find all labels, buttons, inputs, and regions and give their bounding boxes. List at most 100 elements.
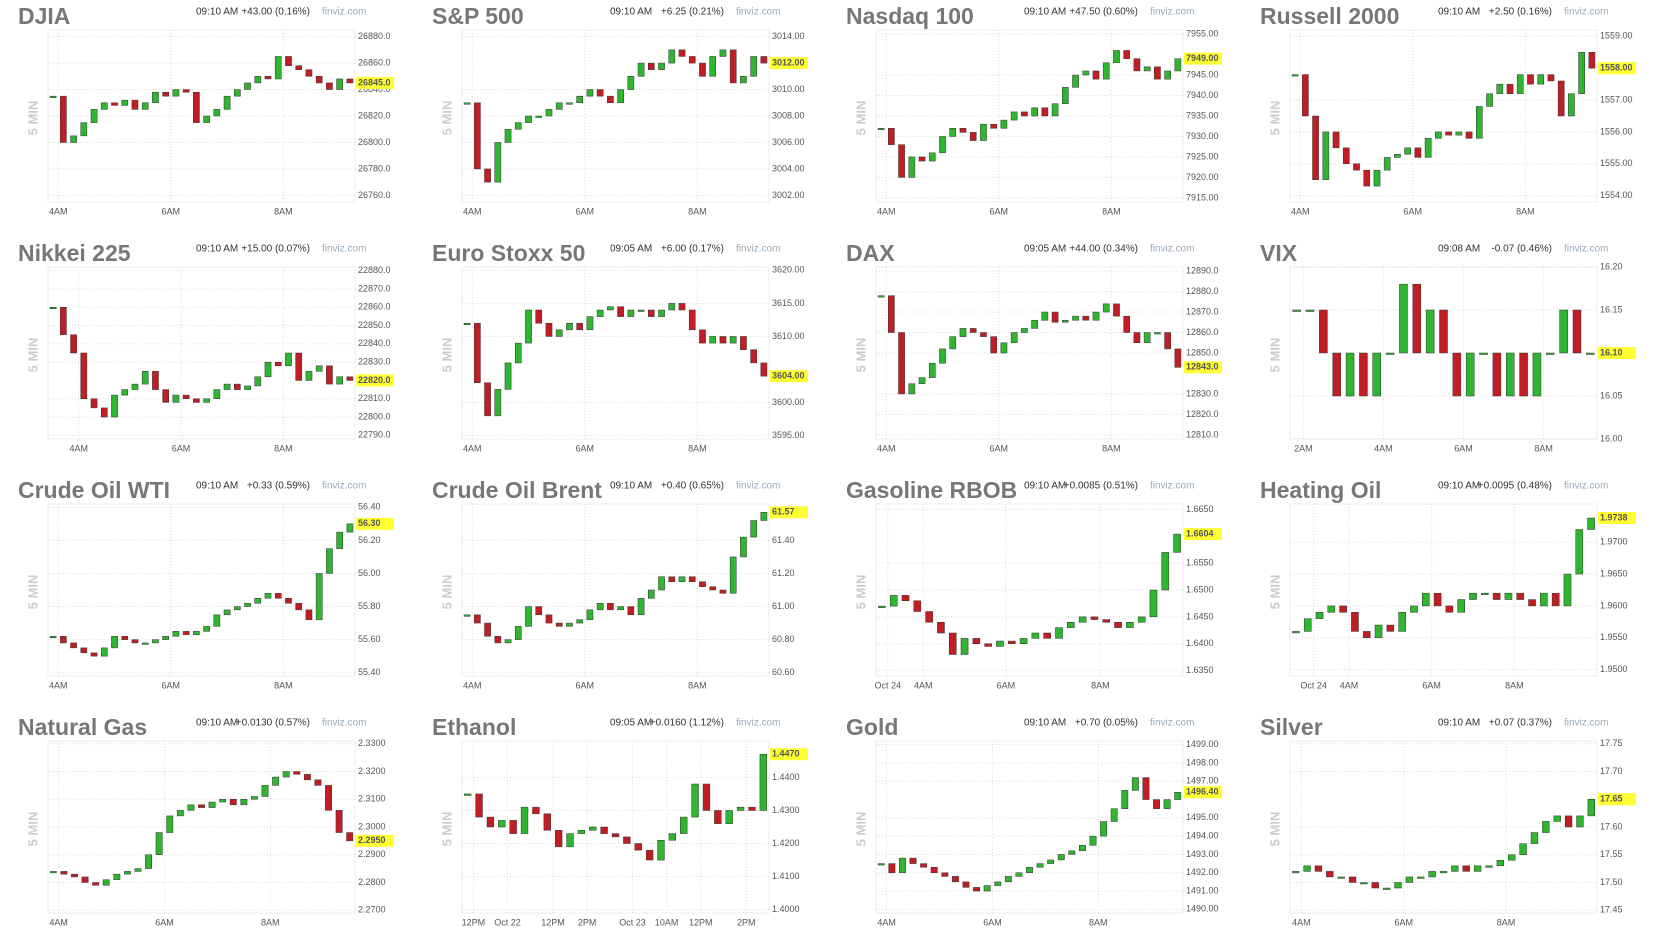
y-tick-label: 17.50 [1600,877,1623,887]
candle [1532,352,1542,397]
update-time: 09:10 AM [196,244,238,255]
y-axis-label: 5 MIN [1267,101,1282,136]
y-tick-label: 26820.0 [358,110,391,120]
candle [1424,138,1432,158]
x-tick-label: 4AM [877,443,896,453]
candle [1445,605,1454,613]
candle [729,556,737,594]
candle [1587,517,1595,530]
candle [1359,352,1368,397]
plot-area [47,503,356,677]
last-price-bg [1598,347,1636,359]
candle [545,322,553,337]
candle [969,328,977,333]
candle [1149,589,1158,618]
last-price-bg [1184,52,1222,65]
candle [657,839,665,861]
candle [939,136,946,154]
candle [1576,815,1584,828]
candle [888,863,896,873]
candle [1123,315,1131,333]
y-tick-label: 60.60 [772,667,795,677]
candle [1519,843,1527,855]
x-tick-label: 8AM [261,917,280,927]
candle [1572,309,1582,354]
y-tick-label: 22800.0 [358,411,391,421]
candle [315,573,323,621]
candle [484,622,491,637]
x-tick-label: 12PM [541,917,565,927]
candle [1469,592,1477,600]
candle [1174,348,1182,368]
candle [1519,352,1528,397]
change: +47.50 (0.60%) [1069,7,1138,18]
candle [504,639,512,644]
candle [691,783,699,818]
y-tick-label: 17.60 [1600,821,1623,831]
candle [555,102,563,110]
candle [1102,62,1110,80]
candle [1041,107,1049,117]
candle [1154,332,1161,335]
candle [282,771,290,778]
x-tick-label: 8AM [1534,443,1553,453]
candle [1061,87,1069,104]
change: +0.0160 (1.12%) [650,718,724,729]
candle [760,512,768,521]
plot-area [875,740,1184,914]
x-tick-label: 8AM [688,443,707,453]
y-axis-label: 5 MIN [439,101,454,136]
candle [1043,632,1052,639]
candle [509,820,517,834]
x-tick-label: Oct 24 [875,680,902,690]
y-tick-label: 1.9600 [1600,600,1628,610]
candle [1485,865,1493,868]
candle [60,636,67,644]
candle [647,62,655,70]
candle [688,309,696,331]
candle [121,389,129,396]
change: +0.0130 (0.57%) [236,718,310,729]
candle [70,642,77,649]
change: +43.00 (0.16%) [241,7,310,18]
candle [1481,592,1489,595]
y-tick-label: 12820.0 [1186,409,1219,419]
y-tick-label: 2.3000 [358,821,386,831]
candle [888,295,895,333]
y-tick-label: 1.6350 [1186,665,1214,675]
candle [586,609,594,621]
x-tick-label: 4AM [49,206,68,216]
candle [1164,70,1171,80]
candle [219,799,227,803]
candle [611,833,620,838]
candle [972,638,981,644]
candle [1465,352,1475,397]
last-price: 61.57 [772,507,795,517]
candle [1462,865,1470,872]
candle [326,365,333,385]
candle [637,598,645,616]
x-tick-label: 4AM [1340,680,1359,690]
candle [668,49,676,64]
candle [1007,640,1016,644]
candle [229,799,237,806]
candle [346,832,354,842]
candle [1516,74,1524,94]
candle [729,336,737,344]
candle [1154,66,1161,80]
y-tick-label: 3002.00 [772,190,805,200]
candle [274,56,282,80]
candle [1374,624,1383,639]
y-tick-label: 22810.0 [358,393,391,403]
candle [973,887,980,892]
candle [959,128,967,133]
candle [251,796,258,800]
candle [658,62,665,70]
candle [475,793,483,818]
candle [1322,131,1330,180]
candle [959,328,967,337]
candle [285,56,292,66]
candle [1021,328,1028,333]
y-tick-label: 1497.00 [1186,776,1219,786]
